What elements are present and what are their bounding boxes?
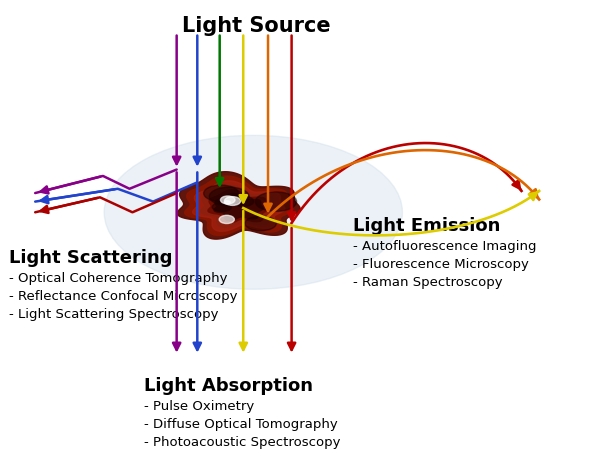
Polygon shape (208, 190, 270, 224)
Ellipse shape (224, 201, 230, 204)
Text: Light Absorption: Light Absorption (144, 377, 313, 395)
Ellipse shape (209, 187, 249, 206)
Ellipse shape (245, 216, 276, 231)
Ellipse shape (104, 135, 402, 289)
Polygon shape (177, 172, 300, 239)
Text: - Light Scattering Spectroscopy: - Light Scattering Spectroscopy (9, 308, 218, 321)
Polygon shape (193, 181, 285, 231)
Polygon shape (184, 176, 293, 235)
Ellipse shape (231, 196, 253, 207)
Text: - Pulse Oximetry: - Pulse Oximetry (144, 400, 255, 414)
Polygon shape (214, 193, 263, 221)
Ellipse shape (219, 215, 234, 224)
Ellipse shape (212, 202, 231, 212)
Text: - Raman Spectroscopy: - Raman Spectroscopy (353, 276, 503, 289)
Ellipse shape (224, 197, 240, 205)
Text: - Reflectance Confocal Microscopy: - Reflectance Confocal Microscopy (9, 290, 237, 303)
Polygon shape (201, 185, 277, 227)
Text: Light Scattering: Light Scattering (9, 249, 172, 267)
Text: - Diffuse Optical Tomography: - Diffuse Optical Tomography (144, 419, 338, 432)
Text: - Autofluorescence Imaging: - Autofluorescence Imaging (353, 240, 537, 253)
Ellipse shape (203, 185, 239, 202)
Text: - Optical Coherence Tomography: - Optical Coherence Tomography (9, 272, 227, 285)
Ellipse shape (221, 196, 235, 204)
Ellipse shape (255, 192, 296, 212)
Text: - Photoacoustic Spectroscopy: - Photoacoustic Spectroscopy (144, 437, 341, 449)
Text: Light Emission: Light Emission (353, 216, 501, 235)
Text: - Fluorescence Microscopy: - Fluorescence Microscopy (353, 258, 530, 271)
Text: Light Source: Light Source (182, 16, 331, 36)
